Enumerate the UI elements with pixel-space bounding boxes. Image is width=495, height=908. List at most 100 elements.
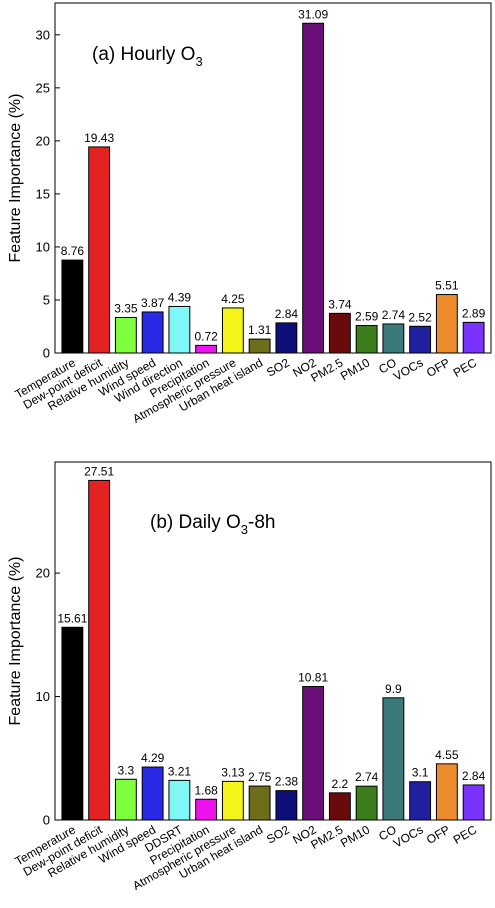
bar-urban-heat-island <box>248 338 271 354</box>
bar-co <box>382 323 405 354</box>
data-label: 2.59 <box>355 310 379 324</box>
chart-title-subscript: 3 <box>195 54 202 69</box>
y-axis-label: Feature Importance (%) <box>7 557 24 726</box>
bar-pm10 <box>355 785 378 821</box>
chart-title-main: (b) Daily O <box>150 512 241 533</box>
data-labels: 8.76 19.43 3.35 3.87 4.39 0.72 4.25 1.312.84 31.… <box>61 7 486 343</box>
chart-title: (a) Hourly O3 <box>92 44 203 69</box>
x-tick-label: OFP <box>424 355 452 379</box>
bar-pec <box>462 321 485 354</box>
bar-temperature <box>61 626 84 821</box>
bar-relative-humidity <box>114 316 137 354</box>
bar-atmospheric-pressure <box>221 307 244 354</box>
data-label: 8.76 <box>61 244 85 258</box>
bar-dew-point-deficit <box>88 479 111 821</box>
y-tick-label: 0 <box>43 813 50 828</box>
bar-vocs <box>409 325 432 354</box>
y-tick-label: 0 <box>43 346 50 361</box>
data-label: 4.55 <box>435 748 459 762</box>
x-tick-label: OFP <box>424 822 452 846</box>
y-tick-label: 20 <box>36 566 50 581</box>
plot-frame <box>54 2 492 354</box>
bars <box>61 479 485 821</box>
y-tick-label: 10 <box>36 689 50 704</box>
y-tick-label: 20 <box>36 133 50 148</box>
bar-pm10 <box>355 325 378 354</box>
bar-dew-point-deficit <box>88 146 111 354</box>
y-ticks: 0 5 10 15 20 25 30 <box>36 27 60 361</box>
x-tick-label: VOCs <box>391 355 426 383</box>
bar-pm2-5 <box>328 792 351 821</box>
data-label: 10.81 <box>298 671 328 685</box>
data-label: 3.35 <box>114 301 138 315</box>
bar-wind-direction <box>168 305 191 354</box>
data-label: 2.52 <box>408 310 432 324</box>
data-label: 2.75 <box>248 770 272 784</box>
y-ticks: 0 10 20 <box>36 566 60 828</box>
data-label: 27.51 <box>84 464 114 478</box>
data-label: 3.13 <box>221 765 245 779</box>
plot-frame <box>54 461 492 821</box>
chart-title-main: (a) Hourly O <box>92 44 195 65</box>
bar-wind-speed <box>141 766 164 821</box>
data-label: 2.84 <box>275 307 299 321</box>
bar-wind-speed <box>141 311 164 354</box>
data-label: 1.31 <box>248 323 272 337</box>
data-label: 2.89 <box>462 306 486 320</box>
data-label: 3.87 <box>141 296 165 310</box>
data-label: 9.9 <box>385 682 402 696</box>
bar-precipitation <box>195 344 218 354</box>
data-label: 0.72 <box>194 329 218 343</box>
x-tick-label: PEC <box>451 822 480 847</box>
data-label: 2.2 <box>332 777 349 791</box>
data-label: 4.29 <box>141 751 165 765</box>
data-label: 5.51 <box>435 279 459 293</box>
panel-a: Feature Importance (%) (a) Hourly O3 0 5 1… <box>7 2 492 426</box>
data-label: 3.1 <box>412 766 429 780</box>
y-tick-label: 15 <box>36 186 50 201</box>
chart-title-tail: -8h <box>248 512 275 533</box>
chart-title: (b) Daily O3-8h <box>150 512 276 537</box>
data-label: 2.38 <box>275 775 299 789</box>
bar-no2 <box>302 686 325 821</box>
y-tick-label: 25 <box>36 80 50 95</box>
x-tick-label: PM10 <box>338 355 372 383</box>
bars <box>61 22 485 354</box>
bar-ofp <box>435 294 458 354</box>
data-label: 2.74 <box>355 770 379 784</box>
data-label: 4.39 <box>168 290 192 304</box>
x-tick-label: PM10 <box>338 822 372 850</box>
data-label: 3.21 <box>168 764 192 778</box>
bar-temperature <box>61 259 84 354</box>
data-label: 19.43 <box>84 131 114 145</box>
y-tick-label: 30 <box>36 27 50 42</box>
data-label: 2.74 <box>382 308 406 322</box>
x-tick-label: PEC <box>451 355 480 380</box>
bar-no2 <box>302 22 325 354</box>
bar-ofp <box>435 763 458 821</box>
chart-title-subscript: 3 <box>241 522 248 537</box>
data-label: 15.61 <box>57 611 87 625</box>
bar-pec <box>462 784 485 821</box>
bar-vocs <box>409 781 432 821</box>
bar-atmospheric-pressure <box>221 780 244 821</box>
bar-so2 <box>275 322 298 354</box>
data-label: 3.74 <box>328 297 352 311</box>
bar-urban-heat-island <box>248 785 271 821</box>
data-label: 4.25 <box>221 292 245 306</box>
panel-b: Feature Importance (%) (b) Daily O3-8h 0… <box>7 461 492 893</box>
y-tick-label: 10 <box>36 239 50 254</box>
data-label: 3.3 <box>118 763 135 777</box>
bar-pm2-5 <box>328 312 351 354</box>
y-axis-label: Feature Importance (%) <box>7 94 24 263</box>
bar-precipitation <box>195 798 218 821</box>
bar-co <box>382 697 405 821</box>
bar-relative-humidity <box>114 778 137 821</box>
x-tick-label: SO2 <box>264 355 292 379</box>
x-tick-label: VOCs <box>391 822 426 850</box>
y-tick-label: 5 <box>43 292 50 307</box>
